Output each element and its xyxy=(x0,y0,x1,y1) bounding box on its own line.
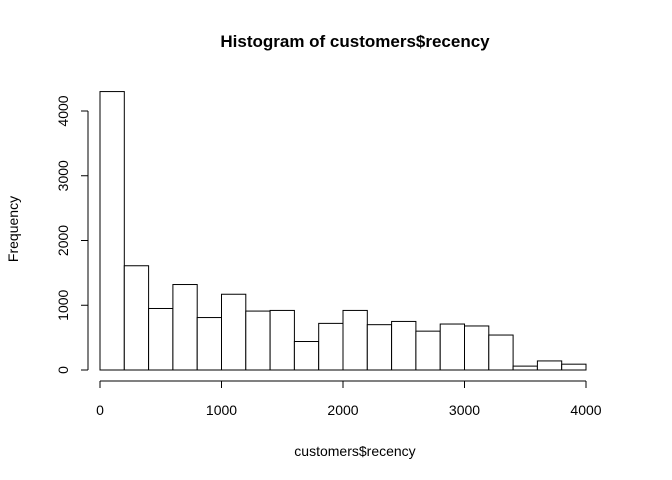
histogram-bar-10 xyxy=(342,309,368,371)
histogram-bar-12 xyxy=(391,320,417,371)
histogram-bar-3 xyxy=(172,284,198,371)
y-axis-label: Frequency xyxy=(5,196,21,262)
histogram-bar-16 xyxy=(488,334,514,371)
y-tick-label-3: 3000 xyxy=(55,160,71,191)
histogram-bar-2 xyxy=(148,307,174,371)
x-axis: 0 1000 2000 3000 4000 xyxy=(96,380,602,418)
bars-group xyxy=(99,91,587,371)
histogram-bar-8 xyxy=(293,341,320,371)
x-tick-label-1: 1000 xyxy=(206,402,237,418)
histogram-bar-19 xyxy=(561,363,587,371)
y-tick-label-4: 4000 xyxy=(55,95,71,126)
histogram-bar-15 xyxy=(464,325,490,371)
x-tick-label-0: 0 xyxy=(96,402,104,418)
y-axis: 0 1000 2000 3000 4000 xyxy=(55,95,89,374)
histogram-bar-0 xyxy=(99,91,125,371)
y-tick-label-1: 1000 xyxy=(55,289,71,320)
y-tick-label-2: 2000 xyxy=(55,225,71,256)
x-axis-label: customers$recency xyxy=(294,443,415,459)
chart-title: Histogram of customers$recency xyxy=(220,32,490,51)
histogram-bar-11 xyxy=(366,324,393,371)
histogram-bar-4 xyxy=(196,317,222,371)
y-tick-label-0: 0 xyxy=(55,366,71,374)
histogram-bar-18 xyxy=(536,360,563,371)
x-tick-label-2: 2000 xyxy=(327,402,358,418)
histogram-bar-6 xyxy=(245,310,271,371)
histogram-bar-7 xyxy=(269,309,295,371)
x-tick-label-4: 4000 xyxy=(570,402,601,418)
histogram-bar-1 xyxy=(123,265,150,371)
histogram-bar-9 xyxy=(318,322,344,371)
x-tick-label-3: 3000 xyxy=(449,402,480,418)
histogram-bar-14 xyxy=(439,323,466,371)
histogram-bar-5 xyxy=(221,293,247,371)
histogram-bar-13 xyxy=(415,330,441,371)
histogram-bar-17 xyxy=(512,365,538,371)
